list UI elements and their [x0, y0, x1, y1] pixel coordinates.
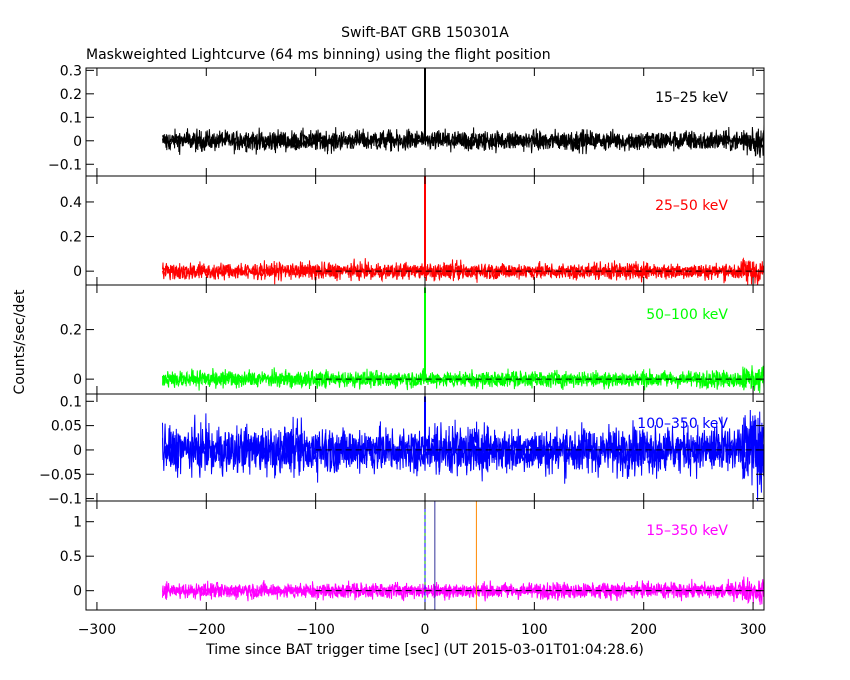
ytick-label-1-1: 0.2: [60, 230, 82, 246]
ytick-label-0-2: 0.1: [60, 110, 82, 126]
panel-0: −0.1 0 0.1 0.2 0.3 15–25 keV: [48, 63, 765, 177]
ytick-label-3-2: 0: [73, 443, 82, 459]
ytick-label-1-0: 0: [73, 264, 82, 280]
lightcurve-series-dense-3: [162, 415, 764, 486]
chart-title: Swift-BAT GRB 150301A: [341, 25, 509, 41]
y-axis-label: Counts/sec/det: [12, 289, 28, 394]
xtick-label-2: −100: [296, 622, 334, 638]
panel-plot-area: [162, 396, 764, 501]
lightcurve-series-dense-1: [162, 257, 764, 285]
panel-plot-area: [162, 68, 764, 158]
panel-plot-area: [162, 176, 764, 285]
band-label-3: 100–350 keV: [637, 416, 728, 432]
band-label-4: 15–350 keV: [646, 523, 728, 539]
ytick-label-3-4: 0.1: [60, 394, 82, 410]
xtick-label-4: 100: [521, 622, 548, 638]
ytick-label-1-2: 0.4: [60, 195, 82, 211]
ytick-label-4-0: 0: [73, 584, 82, 600]
xtick-label-6: 300: [740, 622, 767, 638]
band-label-2: 50–100 keV: [646, 307, 728, 323]
lightcurve-series-dense-4: [162, 576, 764, 605]
panel-2: 0 0.2 50–100 keV: [60, 284, 765, 395]
ytick-label-0-1: 0: [73, 134, 82, 150]
xtick-label-1: −200: [187, 622, 225, 638]
panel-1: 0 0.2 0.4 25–50 keV: [60, 175, 765, 286]
panel-plot-area: [162, 287, 764, 394]
x-axis-label: Time since BAT trigger time [sec] (UT 20…: [205, 642, 644, 658]
panel-4: 0 0.5 1 15–350 keV: [60, 500, 765, 611]
xtick-label-0: −300: [78, 622, 116, 638]
panel-plot-area: [162, 501, 764, 610]
band-label-1: 25–50 keV: [655, 198, 728, 214]
ytick-label-3-3: 0.05: [51, 419, 82, 435]
ytick-label-0-3: 0.2: [60, 87, 82, 103]
ytick-label-0-0: −0.1: [48, 157, 82, 173]
panel-3: −0.1 −0.05 0 0.05 0.1 100–350 keV: [39, 393, 765, 508]
xtick-label-3: 0: [421, 622, 430, 638]
lightcurve-series-dense-2: [162, 365, 764, 391]
ytick-label-3-1: −0.05: [39, 467, 82, 483]
band-label-0: 15–25 keV: [655, 90, 728, 106]
ytick-label-2-1: 0.2: [60, 323, 82, 339]
ytick-label-4-1: 0.5: [60, 549, 82, 565]
ytick-label-3-0: −0.1: [48, 492, 82, 508]
chart-subtitle: Maskweighted Lightcurve (64 ms binning) …: [86, 47, 551, 63]
lightcurve-series-dense-0: [162, 126, 764, 156]
ytick-label-4-2: 1: [73, 515, 82, 531]
ytick-label-2-0: 0: [73, 372, 82, 388]
ytick-label-0-4: 0.3: [60, 63, 82, 79]
xtick-label-5: 200: [630, 622, 657, 638]
